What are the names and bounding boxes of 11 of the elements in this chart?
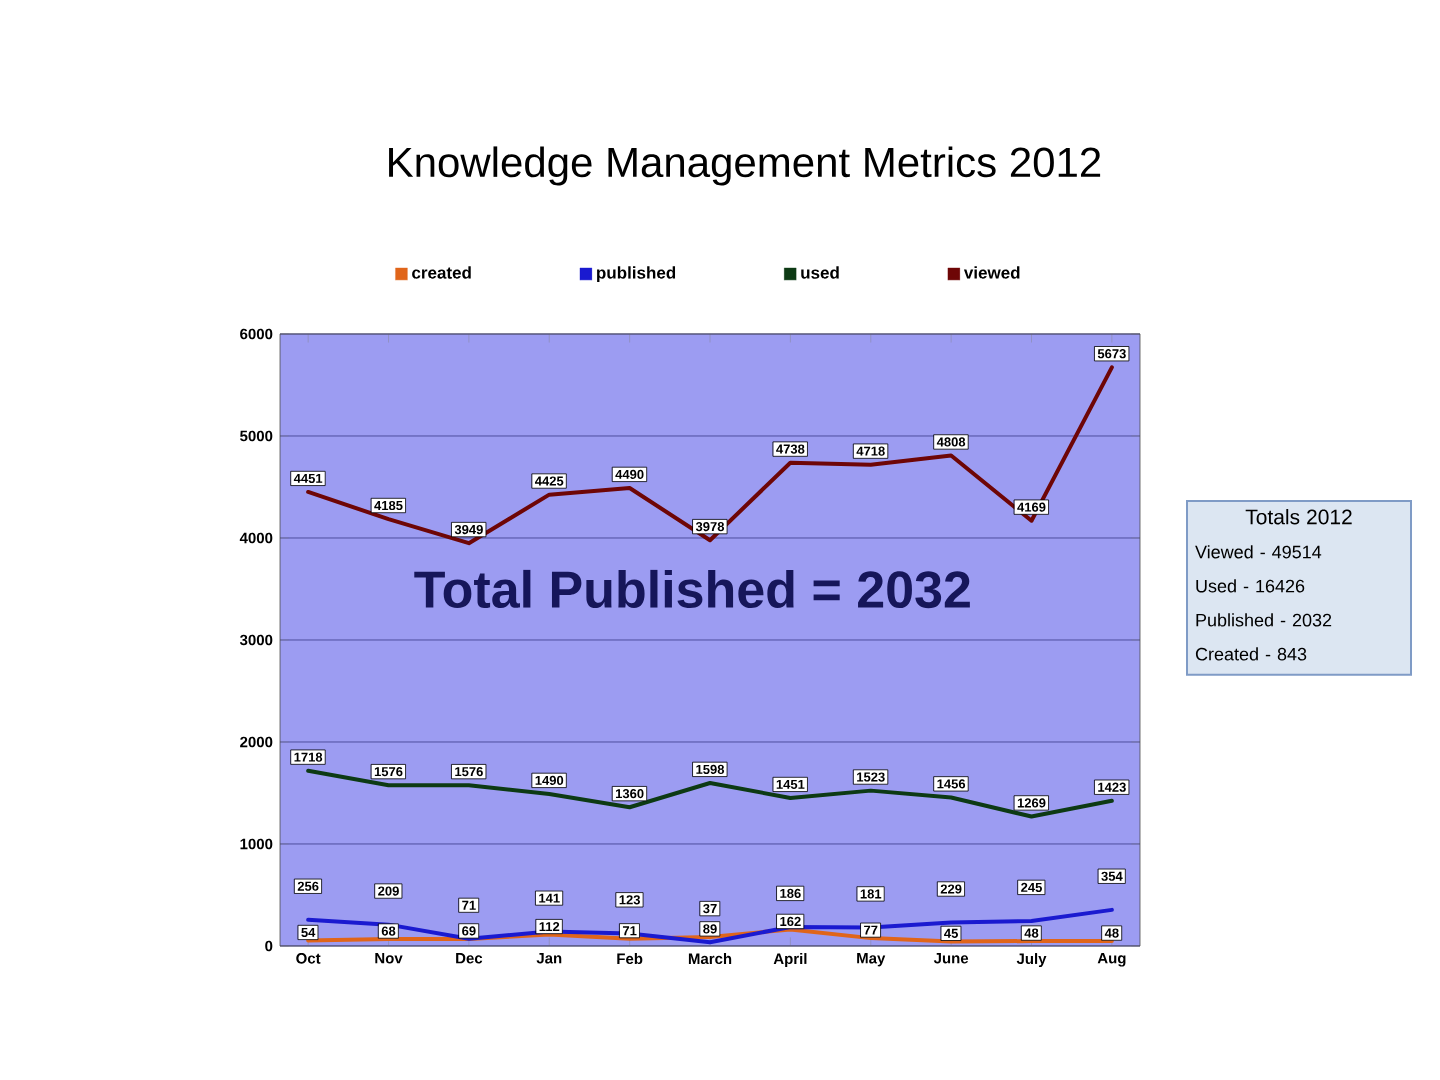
legend-label: created (412, 266, 471, 279)
text: Totals 2012 (1245, 508, 1352, 525)
text: Used - 16426 (1196, 579, 1305, 593)
text: Viewed - 49514 (1195, 545, 1322, 559)
text: Published - 2032 (1196, 613, 1332, 627)
text: Created - 843 (1195, 647, 1307, 661)
chart-title: Knowledge Management Metrics 2012 (389, 146, 1101, 186)
legend-label: viewed (963, 266, 1020, 279)
annotation: Total Published = 2032 (414, 569, 970, 609)
legend-label: published (597, 266, 676, 283)
legend-label: used (801, 266, 839, 279)
